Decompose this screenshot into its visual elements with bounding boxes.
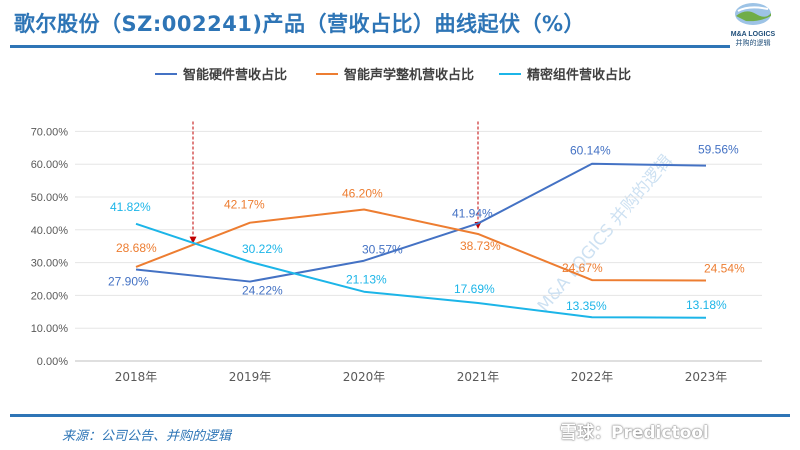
legend-label: 智能声学整机营收占比 — [344, 67, 474, 83]
data-label: 13.35% — [566, 299, 607, 313]
legend-label: 精密组件营收占比 — [527, 67, 631, 83]
data-label: 30.22% — [242, 242, 283, 256]
data-label: 38.73% — [460, 239, 501, 253]
annotation-arrows — [189, 121, 482, 244]
data-label: 42.17% — [224, 198, 265, 212]
legend-label: 智能硬件营收占比 — [183, 67, 287, 83]
y-axis: 0.00% 10.00% 20.00% 30.00% 40.00% 50.00% 60.00… — [31, 126, 69, 368]
y-tick-label: 30.00% — [31, 258, 69, 270]
chart-title: 歌尔股份（SZ:002241)产品（营收占比）曲线起伏（%） — [14, 12, 586, 36]
y-tick-label: 50.00% — [31, 192, 69, 204]
logo-text-en: M&A LOGICS — [730, 31, 776, 38]
data-labels: 27.90% 24.22% 30.57% 41.94% 60.14% 59.56% 28.6… — [108, 143, 745, 314]
series-line — [135, 162, 707, 283]
data-label: 27.90% — [108, 274, 149, 288]
y-tick-label: 40.00% — [31, 225, 69, 237]
x-tick-label: 2019年 — [229, 370, 272, 384]
brand-logo: M&A LOGICS 并购的逻辑 — [718, 2, 788, 47]
line-chart: 0.00% 10.00% 20.00% 30.00% 40.00% 50.00% 60.00… — [31, 67, 762, 384]
xueqiu-watermark: 雪球：Predictool — [560, 423, 709, 443]
data-label: 28.68% — [116, 241, 157, 255]
series-line — [135, 208, 707, 282]
data-label: 21.13% — [346, 273, 387, 287]
y-tick-label: 0.00% — [37, 356, 68, 368]
data-label: 30.57% — [362, 243, 403, 257]
gridlines — [75, 130, 762, 362]
x-tick-label: 2022年 — [571, 370, 614, 384]
data-label: 41.94% — [452, 206, 493, 220]
data-label: 59.56% — [698, 143, 739, 157]
series-lines — [135, 162, 707, 319]
title-divider — [10, 45, 730, 48]
logo-text-cn: 并购的逻辑 — [735, 39, 771, 47]
footer-divider — [10, 414, 790, 417]
data-label: 60.14% — [570, 144, 611, 158]
x-axis: 2018年 2019年 2020年 2021年 2022年 2023年 — [115, 370, 728, 384]
x-tick-label: 2020年 — [343, 370, 386, 384]
y-tick-label: 70.00% — [31, 126, 69, 138]
data-label: 24.22% — [242, 284, 283, 298]
y-tick-label: 60.00% — [31, 159, 69, 171]
data-label: 24.54% — [704, 262, 745, 276]
legend: 智能硬件营收占比 智能声学整机营收占比 精密组件营收占比 — [155, 67, 631, 83]
x-tick-label: 2023年 — [685, 370, 728, 384]
x-tick-label: 2021年 — [457, 370, 500, 384]
data-label: 24.67% — [562, 261, 603, 275]
x-tick-label: 2018年 — [115, 370, 158, 384]
data-label: 17.69% — [454, 282, 495, 296]
source-note: 来源：公司公告、并购的逻辑 — [62, 429, 232, 444]
data-label: 46.20% — [342, 186, 383, 200]
y-tick-label: 10.00% — [31, 323, 69, 335]
y-tick-label: 20.00% — [31, 290, 69, 302]
data-label: 13.18% — [686, 298, 727, 312]
data-label: 41.82% — [110, 200, 151, 214]
series-line — [135, 222, 707, 319]
globe-icon — [735, 3, 771, 25]
